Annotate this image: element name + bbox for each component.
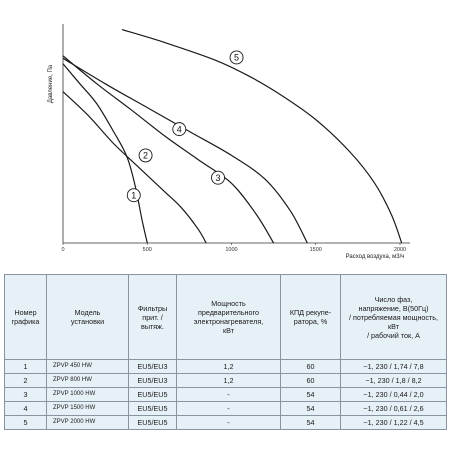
table-row: 4 ZPVP 1500 HW EU5/EU5 - 54 ~1, 230 / 0,…	[4, 401, 447, 416]
table-header-row: Номер графика Модель установки Фильтры п…	[4, 274, 447, 360]
cell-efficiency: 54	[280, 415, 341, 430]
cell-model: ZPVP 1000 HW	[46, 387, 129, 402]
spec-table-panel: Номер графика Модель установки Фильтры п…	[4, 274, 447, 430]
header-filters: Фильтры прит. / вытяж.	[128, 274, 177, 360]
curve-4	[62, 57, 308, 244]
spec-table: Номер графика Модель установки Фильтры п…	[4, 274, 447, 430]
header-graph-number: Номер графика	[4, 274, 47, 360]
x-tick-label: 1500	[310, 247, 322, 253]
table-row: 1 ZPVP 450 HW EU5/EU3 1,2 60 ~1, 230 / 1…	[4, 359, 447, 374]
cell-number: 4	[4, 401, 47, 416]
header-heater-power: Мощность предварительного электронагрева…	[176, 274, 281, 360]
cell-filters: EU5/EU3	[128, 373, 177, 388]
cell-heater: -	[176, 401, 281, 416]
curve-label-number: 3	[216, 173, 221, 183]
header-recuperator-efficiency: КПД рекупе- ратора, %	[280, 274, 341, 360]
x-axis-title: Расход воздуха, м3/ч	[346, 254, 405, 260]
curve-label-circle	[211, 170, 225, 185]
cell-filters: EU5/EU5	[128, 415, 177, 430]
cell-efficiency: 54	[280, 401, 341, 416]
cell-model: ZPVP 450 HW	[46, 359, 129, 374]
table-row: 2 ZPVP 800 HW EU5/EU3 1,2 60 ~1, 230 / 1…	[4, 373, 447, 388]
y-axis-title: Давление, Па	[48, 64, 54, 103]
x-tick-label: 2000	[394, 247, 406, 253]
chart-curves	[62, 29, 403, 244]
x-tick-label: 500	[143, 247, 152, 253]
curve-2	[62, 91, 207, 244]
x-tick-label: 1000	[225, 247, 237, 253]
curve-label-circle	[138, 148, 153, 163]
cell-electrical: ~1, 230 / 0,44 / 2,0	[340, 387, 447, 402]
cell-efficiency: 60	[280, 359, 341, 374]
cell-heater: 1,2	[176, 373, 281, 388]
cell-heater: 1,2	[176, 359, 281, 374]
cell-electrical: ~1, 230 / 1,74 / 7,8	[340, 359, 447, 374]
cell-efficiency: 54	[280, 387, 341, 402]
cell-number: 1	[4, 359, 47, 374]
x-tick-label: 0	[61, 247, 64, 253]
curve-label-circle	[229, 50, 244, 65]
table-row: 3 ZPVP 1000 HW EU5/EU5 - 54 ~1, 230 / 0,…	[4, 387, 447, 402]
cell-filters: EU5/EU5	[128, 401, 177, 416]
curve-label-number: 2	[143, 151, 148, 161]
cell-number: 5	[4, 415, 47, 430]
cell-electrical: ~1, 230 / 1,22 / 4,5	[340, 415, 447, 430]
curve-number-labels: 1 2 3 4 5	[126, 50, 244, 203]
cell-model: ZPVP 2000 HW	[46, 415, 129, 430]
cell-number: 3	[4, 387, 47, 402]
chart-axes	[62, 24, 410, 244]
curve-label-circle	[126, 188, 141, 203]
cell-model: ZPVP 1500 HW	[46, 401, 129, 416]
cell-heater: -	[176, 415, 281, 430]
header-model: Модель установки	[46, 274, 129, 360]
cell-heater: -	[176, 387, 281, 402]
cell-number: 2	[4, 373, 47, 388]
curve-label-number: 1	[131, 190, 136, 200]
table-row: 5 ZPVP 2000 HW EU5/EU5 - 54 ~1, 230 / 1,…	[4, 415, 447, 430]
curve-label-number: 4	[177, 124, 182, 134]
cell-filters: EU5/EU5	[128, 387, 177, 402]
cell-electrical: ~1, 230 / 1,8 / 8,2	[340, 373, 447, 388]
cell-model: ZPVP 800 HW	[46, 373, 129, 388]
cell-efficiency: 60	[280, 373, 341, 388]
curve-label-circle	[172, 122, 187, 137]
cell-filters: EU5/EU3	[128, 359, 177, 374]
chart-ticks: 0 500 1000 1500 2000	[61, 243, 406, 253]
cell-electrical: ~1, 230 / 0,61 / 2,6	[340, 401, 447, 416]
curve-3	[62, 55, 275, 244]
header-electrical: Число фаз, напряжение, В(50Гц) / потребл…	[340, 274, 447, 360]
curve-5	[121, 29, 403, 244]
curve-label-number: 5	[234, 53, 239, 63]
pressure-flow-chart: 0 500 1000 1500 2000 1 2 3 4 5 Давление, Па Расх…	[48, 24, 410, 260]
curve-1	[62, 63, 148, 244]
